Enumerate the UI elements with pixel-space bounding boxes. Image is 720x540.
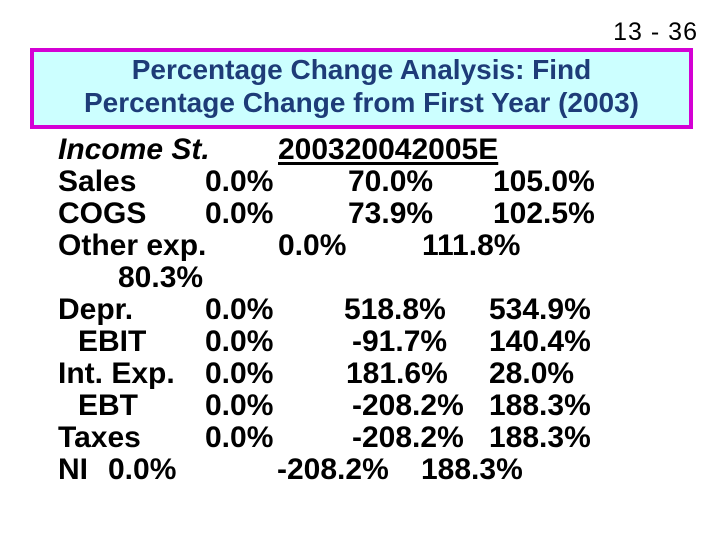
value-2003: 0.0% (205, 197, 274, 230)
value-2005: 188.3% (489, 389, 591, 422)
value-2005: 534.9% (489, 293, 591, 326)
value-2003: 0.0% (205, 293, 274, 326)
table-header-years: 200320042005E (278, 133, 499, 166)
value-2005: 188.3% (421, 453, 523, 486)
value-2004: 73.9% (348, 197, 434, 230)
value-2003: 0.0% (205, 421, 274, 454)
value-2003: 0.0% (205, 389, 274, 422)
value-2003: 0.0% (205, 357, 274, 390)
value-2004: 70.0% (348, 165, 434, 198)
table-row-depr: Depr. 0.0% 518.8% 534.9% (0, 294, 720, 326)
table-row-other-exp: Other exp. 0.0% 111.8% (0, 230, 720, 262)
value-2004: -208.2% (352, 389, 464, 422)
value-2005: 28.0% (489, 357, 575, 390)
value-2003: 0.0% (205, 165, 274, 198)
value-2003: 0.0% (278, 229, 347, 262)
value-2004: 111.8% (422, 229, 521, 262)
row-label: Other exp. (58, 229, 207, 262)
value-2005: 105.0% (493, 165, 595, 198)
value-2004: -91.7% (352, 325, 448, 358)
value-2004: -208.2% (277, 453, 389, 486)
value-2005: 80.3% (118, 261, 204, 294)
table-row-ebit: EBIT 0.0% -91.7% 140.4% (0, 326, 720, 358)
value-2003: 0.0% (205, 325, 274, 358)
row-label: NI (58, 453, 88, 486)
table-row-cogs: COGS 0.0% 73.9% 102.5% (0, 198, 720, 230)
row-label: EBT (78, 389, 138, 422)
table-row-ni: NI 0.0% -208.2% 188.3% (0, 454, 720, 486)
slide-page-number: 13 - 36 (613, 18, 698, 46)
value-2004: 181.6% (346, 357, 448, 390)
value-2005: 102.5% (493, 197, 595, 230)
value-2005: 188.3% (489, 421, 591, 454)
row-label: EBIT (78, 325, 147, 358)
table-row-ebt: EBT 0.0% -208.2% 188.3% (0, 390, 720, 422)
row-label: Depr. (58, 293, 134, 326)
table-row-other-exp-wrap: 80.3% (0, 262, 720, 294)
value-2004: -208.2% (352, 421, 464, 454)
row-label: Int. Exp. (58, 357, 175, 390)
table-row-taxes: Taxes 0.0% -208.2% 188.3% (0, 422, 720, 454)
value-2005: 140.4% (489, 325, 591, 358)
row-label: Taxes (58, 421, 141, 454)
table-row-int-exp: Int. Exp. 0.0% 181.6% 28.0% (0, 358, 720, 390)
slide-title-line-2: Percentage Change from First Year (2003) (83, 87, 640, 118)
value-2004: 518.8% (344, 293, 446, 326)
value-2003: 0.0% (108, 453, 177, 486)
slide-title-line-1: Percentage Change Analysis: Find (131, 54, 592, 85)
row-label: Sales (58, 165, 137, 198)
table-header-label: Income St. (58, 133, 210, 166)
table-header-row: Income St. 200320042005E (0, 134, 720, 166)
slide-title-box: Percentage Change Analysis: Find Percent… (30, 48, 693, 129)
row-label: COGS (58, 197, 147, 230)
table-row-sales: Sales 0.0% 70.0% 105.0% (0, 166, 720, 198)
